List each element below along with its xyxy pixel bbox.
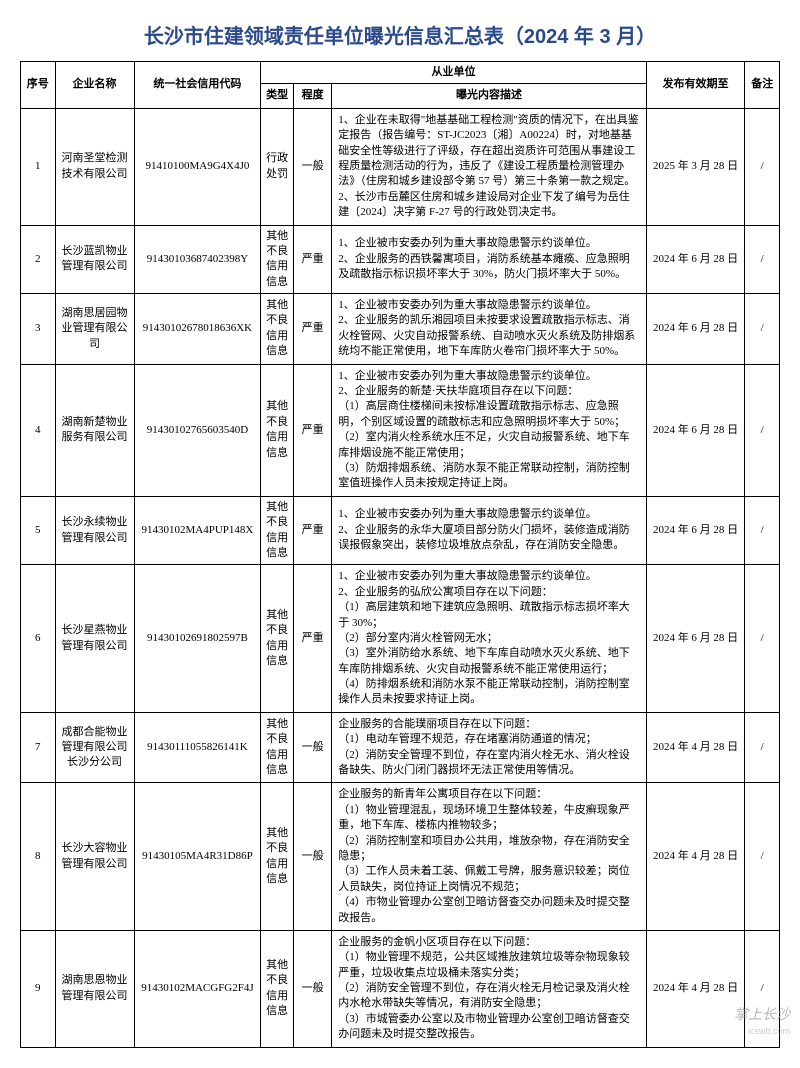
cell-name: 湖南思居园物业管理有限公司 xyxy=(55,294,134,365)
cell-date: 2024 年 6 月 28 日 xyxy=(646,294,745,365)
cell-desc: 1、企业被市安委办列为重大事故隐患警示约谈单位。 2、企业服务的西铁馨寓项目，消… xyxy=(332,225,646,294)
cell-level: 严重 xyxy=(293,496,331,565)
cell-name: 长沙蓝凯物业管理有限公司 xyxy=(55,225,134,294)
cell-seq: 5 xyxy=(21,496,56,565)
cell-seq: 1 xyxy=(21,108,56,225)
cell-seq: 4 xyxy=(21,364,56,496)
cell-level: 一般 xyxy=(293,783,331,931)
table-row: 4湖南新楚物业服务有限公司91430102765603540D其他不良信用信息严… xyxy=(21,364,780,496)
cell-level: 严重 xyxy=(293,364,331,496)
cell-type: 其他不良信用信息 xyxy=(261,294,294,365)
cell-date: 2025 年 3 月 28 日 xyxy=(646,108,745,225)
cell-type: 其他不良信用信息 xyxy=(261,225,294,294)
cell-name: 湖南新楚物业服务有限公司 xyxy=(55,364,134,496)
table-row: 7成都合能物业管理有限公司长沙分公司91430111055826141K其他不良… xyxy=(21,712,780,783)
cell-note: / xyxy=(745,364,780,496)
cell-desc: 1、企业被市安委办列为重大事故隐患警示约谈单位。 2、企业服务的弘欣公寓项目存在… xyxy=(332,565,646,713)
th-level: 程度 xyxy=(293,84,331,108)
cell-seq: 3 xyxy=(21,294,56,365)
cell-name: 河南圣堂检测技术有限公司 xyxy=(55,108,134,225)
cell-note: / xyxy=(745,565,780,713)
cell-level: 一般 xyxy=(293,712,331,783)
cell-desc: 1、企业被市安委办列为重大事故隐患警示约谈单位。 2、企业服务的永华大厦项目部分… xyxy=(332,496,646,565)
cell-desc: 企业服务的新青年公寓项目存在以下问题： （1）物业管理混乱，现场环境卫生整体较差… xyxy=(332,783,646,931)
th-group: 从业单位 xyxy=(261,62,646,84)
cell-seq: 7 xyxy=(21,712,56,783)
cell-code: 91430103687402398Y xyxy=(134,225,261,294)
cell-level: 严重 xyxy=(293,565,331,713)
cell-desc: 1、企业被市安委办列为重大事故隐患警示约谈单位。 2、企业服务的新楚·天扶华庭项… xyxy=(332,364,646,496)
cell-date: 2024 年 6 月 28 日 xyxy=(646,565,745,713)
cell-desc: 1、企业在未取得"地基基础工程检测"资质的情况下，在出具鉴定报告（报告编号：ST… xyxy=(332,108,646,225)
cell-desc: 1、企业被市安委办列为重大事故隐患警示约谈单位。 2、企业服务的凯乐湘园项目未按… xyxy=(332,294,646,365)
cell-note: / xyxy=(745,783,780,931)
cell-level: 严重 xyxy=(293,225,331,294)
cell-date: 2024 年 6 月 28 日 xyxy=(646,364,745,496)
cell-seq: 2 xyxy=(21,225,56,294)
cell-note: / xyxy=(745,294,780,365)
cell-type: 行政处罚 xyxy=(261,108,294,225)
cell-note: / xyxy=(745,225,780,294)
cell-code: 91430105MA4R31D86P xyxy=(134,783,261,931)
cell-note: / xyxy=(745,108,780,225)
cell-date: 2024 年 4 月 28 日 xyxy=(646,712,745,783)
cell-seq: 8 xyxy=(21,783,56,931)
cell-code: 91410100MA9G4X4J0 xyxy=(134,108,261,225)
cell-seq: 6 xyxy=(21,565,56,713)
table-row: 5长沙永续物业管理有限公司91430102MA4PUP148X其他不良信用信息严… xyxy=(21,496,780,565)
cell-note: / xyxy=(745,496,780,565)
cell-date: 2024 年 4 月 28 日 xyxy=(646,783,745,931)
cell-name: 长沙大容物业管理有限公司 xyxy=(55,783,134,931)
watermark: 掌上长沙 xyxy=(734,1004,790,1024)
th-seq: 序号 xyxy=(21,62,56,109)
table-row: 3湖南思居园物业管理有限公司91430102678018636XK其他不良信用信… xyxy=(21,294,780,365)
cell-type: 其他不良信用信息 xyxy=(261,712,294,783)
cell-type: 其他不良信用信息 xyxy=(261,364,294,496)
cell-desc: 企业服务的合能璞丽项目存在以下问题： （1）电动车管理不规范，存在堵塞消防通道的… xyxy=(332,712,646,783)
cell-type: 其他不良信用信息 xyxy=(261,496,294,565)
cell-name: 长沙星燕物业管理有限公司 xyxy=(55,565,134,713)
cell-type: 其他不良信用信息 xyxy=(261,565,294,713)
cell-level: 一般 xyxy=(293,108,331,225)
cell-note: / xyxy=(745,712,780,783)
th-code: 统一社会信用代码 xyxy=(134,62,261,109)
cell-code: 91430102678018636XK xyxy=(134,294,261,365)
th-note: 备注 xyxy=(745,62,780,109)
page-title: 长沙市住建领域责任单位曝光信息汇总表（2024 年 3 月） xyxy=(20,20,780,49)
cell-date: 2024 年 6 月 28 日 xyxy=(646,496,745,565)
th-type: 类型 xyxy=(261,84,294,108)
table-row: 8长沙大容物业管理有限公司91430105MA4R31D86P其他不良信用信息一… xyxy=(21,783,780,931)
cell-code: 91430102691802597B xyxy=(134,565,261,713)
table-row: 2长沙蓝凯物业管理有限公司91430103687402398Y其他不良信用信息严… xyxy=(21,225,780,294)
cell-code: 91430102765603540D xyxy=(134,364,261,496)
table-row: 1河南圣堂检测技术有限公司91410100MA9G4X4J0行政处罚一般1、企业… xyxy=(21,108,780,225)
cell-level: 严重 xyxy=(293,294,331,365)
th-name: 企业名称 xyxy=(55,62,134,109)
table-body: 1河南圣堂检测技术有限公司91410100MA9G4X4J0行政处罚一般1、企业… xyxy=(21,108,780,1047)
cell-code: 91430102MA4PUP148X xyxy=(134,496,261,565)
cell-code: 91430111055826141K xyxy=(134,712,261,783)
exposure-table: 序号 企业名称 统一社会信用代码 从业单位 发布有效期至 备注 类型 程度 曝光… xyxy=(20,61,780,1048)
cell-date: 2024 年 6 月 28 日 xyxy=(646,225,745,294)
cell-name: 长沙永续物业管理有限公司 xyxy=(55,496,134,565)
th-desc: 曝光内容描述 xyxy=(332,84,646,108)
cell-name: 成都合能物业管理有限公司长沙分公司 xyxy=(55,712,134,783)
th-date: 发布有效期至 xyxy=(646,62,745,109)
cell-type: 其他不良信用信息 xyxy=(261,783,294,931)
table-row: 6长沙星燕物业管理有限公司91430102691802597B其他不良信用信息严… xyxy=(21,565,780,713)
